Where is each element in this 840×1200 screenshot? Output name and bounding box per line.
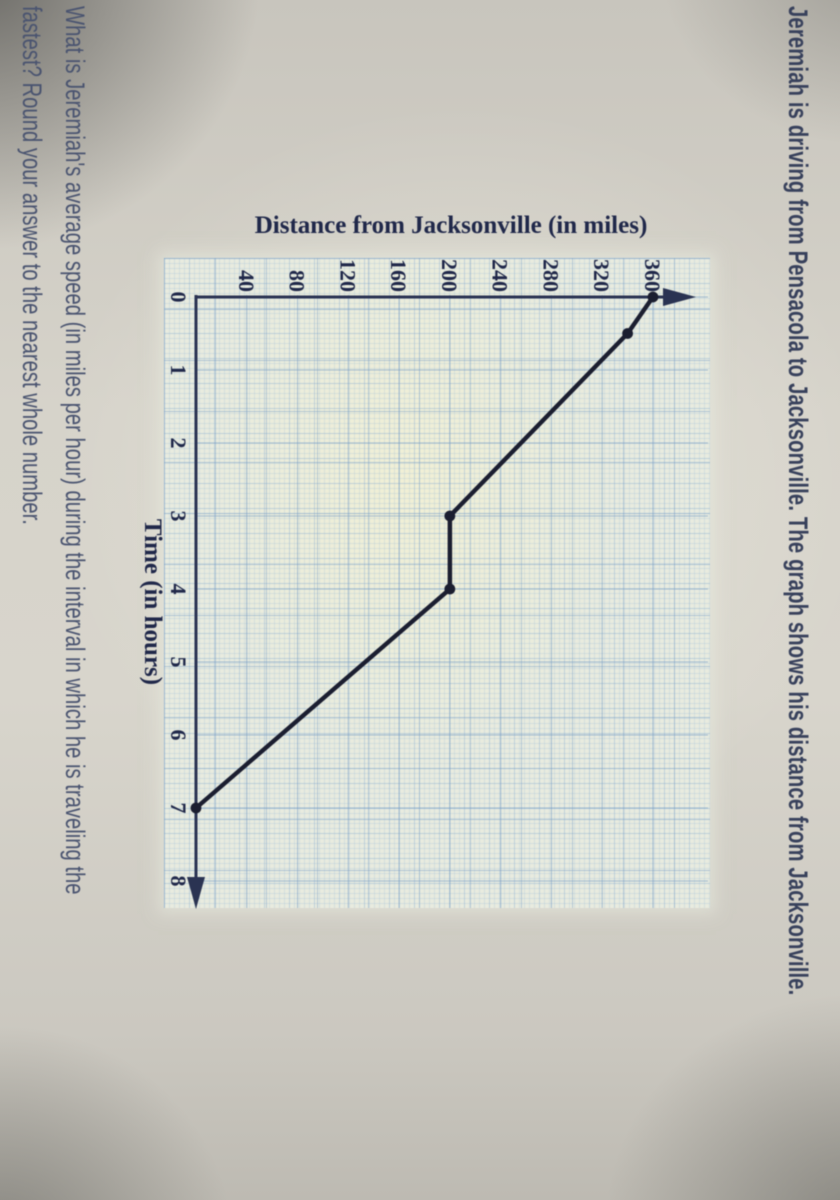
data-line [193, 294, 656, 811]
x-tick-label: 6 [166, 730, 191, 741]
x-axis-arrow-icon [187, 877, 205, 909]
x-tick-label: 5 [166, 657, 191, 668]
x-tick-label: 1 [166, 365, 191, 376]
y-tick-label: 160 [386, 259, 411, 292]
question-line-2: fastest? Round your answer to the neares… [17, 6, 47, 525]
data-point [647, 291, 659, 303]
y-tick-label: 80 [285, 270, 310, 292]
x-tick-label: 4 [166, 584, 191, 595]
data-point [444, 510, 456, 522]
question-line-1: What is Jeremiah's average speed (in mil… [60, 6, 90, 895]
data-point [444, 583, 456, 595]
y-tick-label: 360 [640, 259, 665, 292]
y-tick-label: 320 [589, 259, 614, 292]
x-axis-label: Time (in hours) [139, 519, 166, 685]
x-tick-label: 0 [166, 292, 191, 303]
y-tick-label: 40 [234, 270, 259, 292]
y-tick-label: 200 [437, 259, 462, 292]
y-tick-label: 240 [488, 259, 513, 292]
y-tick-label: 120 [335, 259, 360, 292]
data-point [190, 802, 202, 814]
y-axis-label: Distance from Jacksonville (in miles) [255, 212, 648, 239]
x-tick-label: 7 [166, 803, 191, 814]
data-point [622, 328, 633, 339]
y-axis-arrow-icon [663, 288, 696, 306]
x-tick-label: 8 [166, 876, 191, 887]
y-tick-label: 280 [538, 259, 563, 292]
x-tick-label: 3 [166, 511, 191, 522]
question-text: What is Jeremiah's average speed (in mil… [10, 6, 96, 895]
x-tick-label: 2 [166, 438, 191, 449]
